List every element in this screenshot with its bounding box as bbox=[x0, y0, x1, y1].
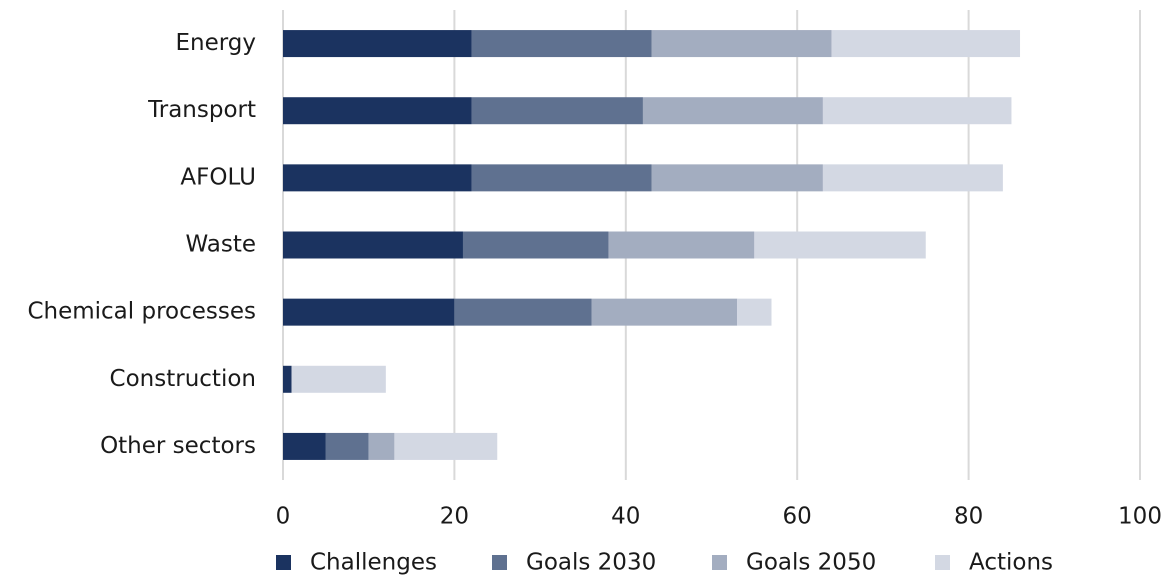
bar-segment bbox=[291, 365, 386, 393]
bar-segment bbox=[737, 298, 772, 326]
y-tick-label: Transport bbox=[147, 97, 256, 123]
bar-segment bbox=[394, 432, 498, 460]
legend-swatch bbox=[935, 555, 950, 570]
bar-segment bbox=[283, 298, 455, 326]
bar-segment bbox=[471, 30, 652, 58]
y-tick-label: Construction bbox=[110, 366, 256, 392]
bar-segment bbox=[822, 164, 1003, 192]
bar-segment bbox=[283, 231, 463, 259]
bar-segment bbox=[591, 298, 738, 326]
bar-segment bbox=[283, 365, 292, 393]
bar-segment bbox=[462, 231, 609, 259]
bar-segment bbox=[454, 298, 592, 326]
y-tick-label: Chemical processes bbox=[27, 299, 256, 325]
x-tick-label: 80 bbox=[954, 504, 983, 530]
bar-segment bbox=[831, 30, 1021, 58]
bar-segment bbox=[822, 97, 1012, 125]
bar-segment bbox=[642, 97, 823, 125]
bar-segment bbox=[651, 30, 832, 58]
bar-segment bbox=[754, 231, 926, 259]
legend-swatch bbox=[712, 555, 727, 570]
legend-label: Goals 2030 bbox=[526, 550, 656, 576]
x-tick-label: 0 bbox=[276, 504, 291, 530]
x-tick-label: 40 bbox=[611, 504, 640, 530]
legend-label: Goals 2050 bbox=[746, 550, 876, 576]
x-tick-label: 20 bbox=[440, 504, 469, 530]
legend-swatch bbox=[492, 555, 507, 570]
y-tick-label: Other sectors bbox=[100, 433, 256, 459]
bar-segment bbox=[283, 30, 472, 58]
legend-label: Actions bbox=[969, 550, 1053, 576]
bar-segment bbox=[325, 432, 369, 460]
bar-segment bbox=[608, 231, 755, 259]
bar-segment bbox=[471, 97, 643, 125]
bar-segment bbox=[283, 164, 472, 192]
bar-segment bbox=[368, 432, 395, 460]
y-tick-label: Energy bbox=[175, 30, 256, 56]
legend-label: Challenges bbox=[310, 550, 437, 576]
x-tick-label: 60 bbox=[783, 504, 812, 530]
x-tick-label: 100 bbox=[1118, 504, 1162, 530]
y-tick-label: Waste bbox=[185, 232, 256, 258]
legend-swatch bbox=[276, 555, 291, 570]
bar-segment bbox=[651, 164, 823, 192]
bar-segment bbox=[471, 164, 652, 192]
bar-segment bbox=[283, 97, 472, 125]
y-tick-label: AFOLU bbox=[180, 164, 256, 190]
bar-segment bbox=[283, 432, 326, 460]
